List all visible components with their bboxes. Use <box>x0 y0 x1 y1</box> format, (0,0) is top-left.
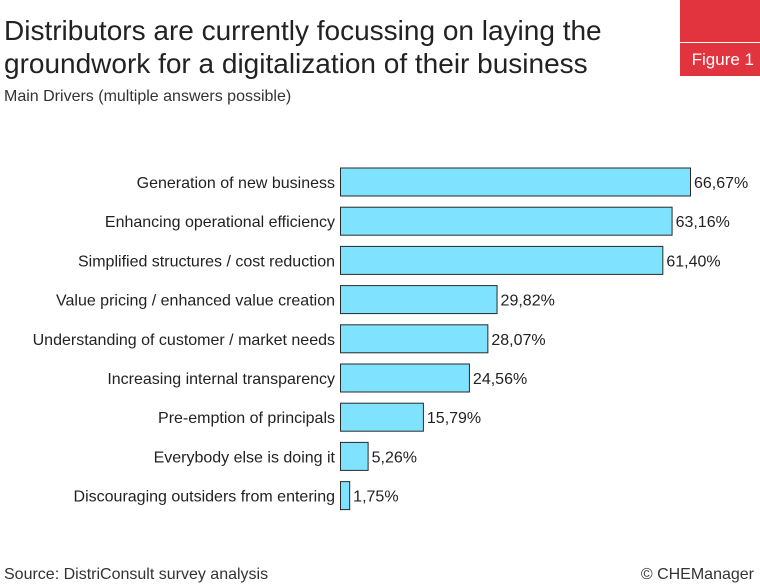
figure-label: Figure 1 <box>691 50 754 69</box>
value-label: 66,67% <box>694 175 748 192</box>
value-label: 5,26% <box>372 449 417 466</box>
value-label: 28,07% <box>491 332 545 349</box>
copyright-note: © CHEManager <box>640 566 754 583</box>
chart-title: Distributors are currently focussing on … <box>4 15 602 79</box>
category-label: Understanding of customer / market needs <box>33 332 335 349</box>
chart-subtitle: Main Drivers (multiple answers possible) <box>4 88 292 105</box>
category-label: Enhancing operational efficiency <box>105 214 335 231</box>
value-label: 1,75% <box>353 489 398 506</box>
bar <box>340 324 489 354</box>
bar-chart: Generation of new business 66,67% Enhancin… <box>33 167 748 511</box>
value-label: 29,82% <box>501 293 555 310</box>
category-label: Generation of new business <box>137 175 335 192</box>
bar <box>340 402 424 432</box>
category-label: Increasing internal transparency <box>107 371 335 388</box>
bar <box>340 441 369 471</box>
bar <box>340 245 664 275</box>
bar <box>340 363 470 393</box>
bar <box>340 481 351 511</box>
bar <box>340 167 691 197</box>
figure-badge: Figure 1 <box>680 0 760 76</box>
value-label: 15,79% <box>427 410 481 427</box>
category-label: Simplified structures / cost reduction <box>78 253 335 270</box>
value-label: 24,56% <box>473 371 527 388</box>
category-label: Discouraging outsiders from entering <box>74 489 335 506</box>
category-label: Value pricing / enhanced value creation <box>56 293 335 310</box>
bar <box>340 285 498 315</box>
bar <box>340 206 673 236</box>
category-label: Everybody else is doing it <box>154 449 336 466</box>
value-label: 63,16% <box>676 214 730 231</box>
source-note: Source: DistriConsult survey analysis <box>4 566 269 583</box>
category-label: Pre-emption of principals <box>158 410 335 427</box>
value-label: 61,40% <box>666 253 720 270</box>
badge-divider <box>680 42 760 43</box>
